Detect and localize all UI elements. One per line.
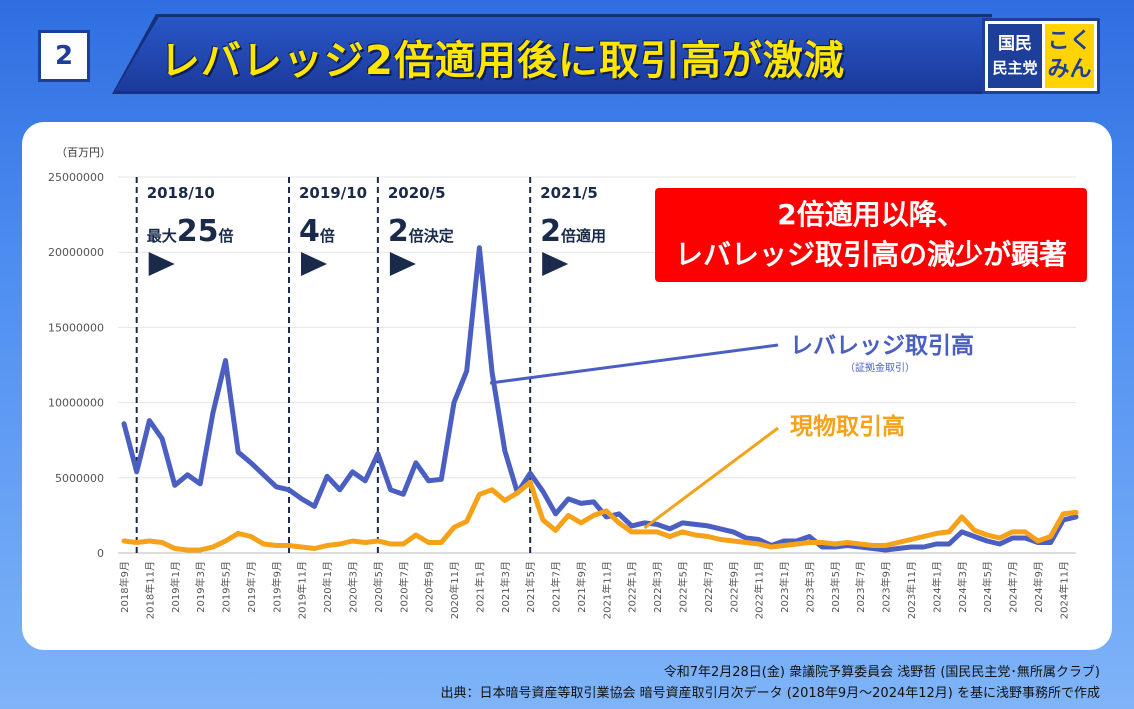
x-tick-label: 2024年11月 — [1057, 561, 1070, 619]
event-label: 最大25倍 — [147, 214, 234, 249]
x-tick-label: 2020年7月 — [397, 561, 410, 613]
leverage-series-sublabel: （証拠金取引） — [845, 361, 915, 374]
logo-kokumin: こく みん — [1045, 24, 1094, 88]
logo-line2: 民主党 — [992, 59, 1038, 77]
x-tick-label: 2021年11月 — [600, 561, 613, 619]
x-tick-label: 2019年7月 — [245, 561, 258, 613]
x-tick-label: 2024年7月 — [1007, 561, 1020, 613]
x-tick-label: 2024年1月 — [930, 561, 943, 613]
x-tick-label: 2019年9月 — [270, 561, 283, 613]
title-banner — [112, 14, 992, 94]
x-tick-label: 2021年5月 — [524, 561, 537, 613]
event-date: 2020/5 — [388, 184, 446, 202]
y-tick-label: 10000000 — [48, 397, 104, 410]
callout-line2: レバレッジ取引高の減少が顕著 — [674, 238, 1067, 271]
x-tick-label: 2024年5月 — [981, 561, 994, 613]
callout-line1: 2倍適用以降、 — [777, 198, 965, 231]
x-tick-label: 2022年1月 — [626, 561, 639, 613]
x-tick-label: 2021年7月 — [550, 561, 563, 613]
slide-number-badge: 2 — [38, 30, 90, 82]
page-title: レバレッジ2倍適用後に取引高が激減 — [160, 38, 845, 84]
x-tick-label: 2023年11月 — [905, 561, 918, 619]
x-tick-label: 2022年5月 — [677, 561, 690, 613]
header: 2 レバレッジ2倍適用後に取引高が激減 国民 民主党 こく みん — [0, 0, 1134, 110]
event-date: 2018/10 — [147, 184, 215, 202]
leverage-series-line — [121, 245, 1079, 553]
x-tick-label: 2023年5月 — [829, 561, 842, 613]
event-arrow-icon — [542, 252, 569, 276]
y-tick-label: 20000000 — [48, 246, 104, 259]
x-tick-label: 2020年11月 — [448, 561, 461, 619]
x-tick-label: 2022年11月 — [753, 561, 766, 619]
x-tick-label: 2024年3月 — [956, 561, 969, 613]
y-axis-unit-label: （百万円） — [56, 146, 111, 159]
leverage-leader-line — [489, 343, 779, 385]
logo-party-name: 国民 民主党 — [988, 24, 1042, 88]
event-arrow-icon — [301, 252, 328, 276]
logo-line1: 国民 — [998, 34, 1032, 54]
x-tick-label: 2021年3月 — [499, 561, 512, 613]
footer-source-data: 出典：日本暗号資産等取引業協会 暗号資産取引月次データ (2018年9月～202… — [440, 686, 1100, 701]
x-tick-label: 2020年9月 — [423, 561, 436, 613]
x-tick-label: 2023年7月 — [854, 561, 867, 613]
spot-leader-line — [643, 426, 779, 530]
logo-line3: こく — [1047, 29, 1092, 54]
x-tick-label: 2019年1月 — [169, 561, 182, 613]
event-date: 2019/10 — [299, 184, 367, 202]
y-tick-label: 25000000 — [48, 171, 104, 184]
x-tick-label: 2019年3月 — [194, 561, 207, 613]
logo-line4: みん — [1047, 57, 1092, 82]
spot-series-line — [121, 479, 1079, 553]
spot-series-label: 現物取引高 — [790, 413, 905, 440]
y-tick-label: 15000000 — [48, 321, 104, 334]
x-tick-label: 2018年11月 — [143, 561, 156, 619]
x-tick-label: 2018年9月 — [118, 561, 131, 613]
x-tick-label: 2019年11月 — [296, 561, 309, 619]
x-tick-label: 2022年9月 — [727, 561, 740, 613]
x-tick-label: 2024年9月 — [1032, 561, 1045, 613]
y-tick-label: 0 — [97, 547, 104, 560]
event-date: 2021/5 — [540, 184, 598, 202]
x-tick-label: 2023年9月 — [880, 561, 893, 613]
x-tick-label: 2023年3月 — [803, 561, 816, 613]
x-tick-label: 2020年1月 — [321, 561, 334, 613]
party-logo: 国民 民主党 こく みん — [982, 18, 1100, 94]
event-label: 2倍適用 — [540, 214, 606, 249]
event-arrow-icon — [389, 252, 416, 276]
event-arrow-icon — [148, 252, 175, 276]
x-tick-label: 2023年1月 — [778, 561, 791, 613]
x-tick-label: 2022年7月 — [702, 561, 715, 613]
footer-source-meeting: 令和7年2月28日(金) 衆議院予算委員会 浅野哲 (国民民主党･無所属クラブ) — [663, 665, 1100, 680]
x-tick-label: 2019年5月 — [220, 561, 233, 613]
x-tick-label: 2020年5月 — [372, 561, 385, 613]
x-tick-label: 2020年3月 — [346, 561, 359, 613]
x-tick-label: 2022年3月 — [651, 561, 664, 613]
event-label: 4倍 — [299, 214, 335, 249]
callout-box: 2倍適用以降、 レバレッジ取引高の減少が顕著 — [655, 188, 1087, 282]
event-label: 2倍決定 — [388, 214, 454, 249]
x-tick-label: 2021年9月 — [575, 561, 588, 613]
leverage-series-label: レバレッジ取引高 — [790, 332, 974, 359]
y-tick-label: 5000000 — [55, 472, 104, 485]
x-tick-label: 2021年1月 — [473, 561, 486, 613]
